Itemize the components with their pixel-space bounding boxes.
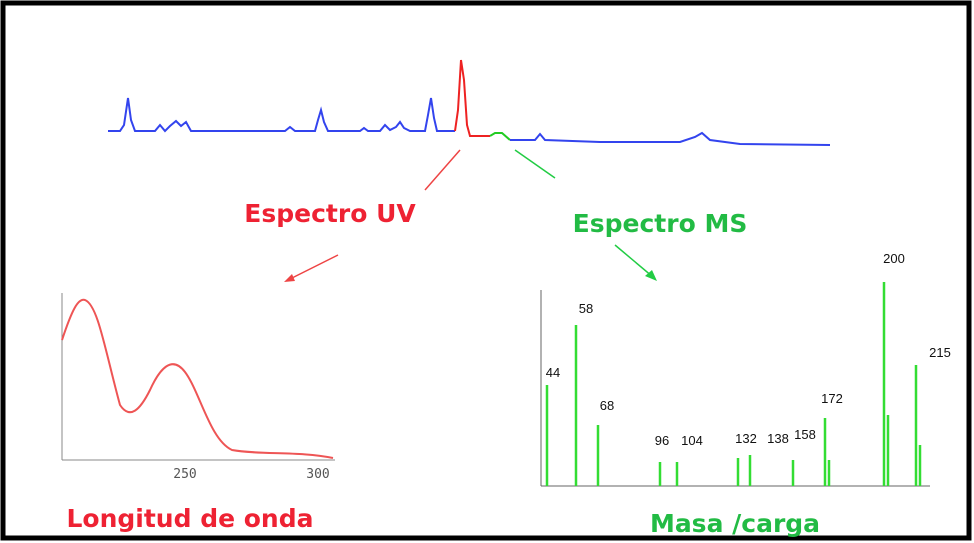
peak-label: 104	[681, 433, 703, 448]
ms-bars	[545, 282, 922, 486]
peak-label: 58	[579, 301, 593, 316]
uv-peak	[454, 59, 490, 137]
peak-label: 132	[735, 431, 757, 446]
peak-label: 44	[546, 365, 560, 380]
ms-axis-label: Masa /carga	[650, 509, 820, 538]
tick-label: 300	[306, 467, 329, 482]
chromatogram	[108, 97, 455, 133]
arrowhead	[645, 270, 657, 281]
peak-label: 96	[655, 433, 669, 448]
peak-label: 158	[794, 427, 816, 442]
arrow	[287, 254, 339, 281]
uv-axis-label: Longitud de onda	[66, 504, 313, 533]
uv-title: Espectro UV	[244, 199, 416, 228]
ms-title: Espectro MS	[573, 209, 748, 238]
arrowhead	[284, 274, 295, 282]
peak-label: 200	[883, 251, 905, 266]
peak-label: 68	[600, 398, 614, 413]
chromatogram-tail	[510, 131, 831, 146]
ms-peak	[489, 132, 511, 141]
connector	[424, 149, 461, 191]
peak-label: 138	[767, 431, 789, 446]
arrow	[614, 244, 654, 278]
connector	[514, 149, 556, 179]
peak-label: 215	[929, 345, 951, 360]
tick-label: 250	[173, 467, 196, 482]
peak-label: 172	[821, 391, 843, 406]
uv-curve	[61, 298, 334, 459]
